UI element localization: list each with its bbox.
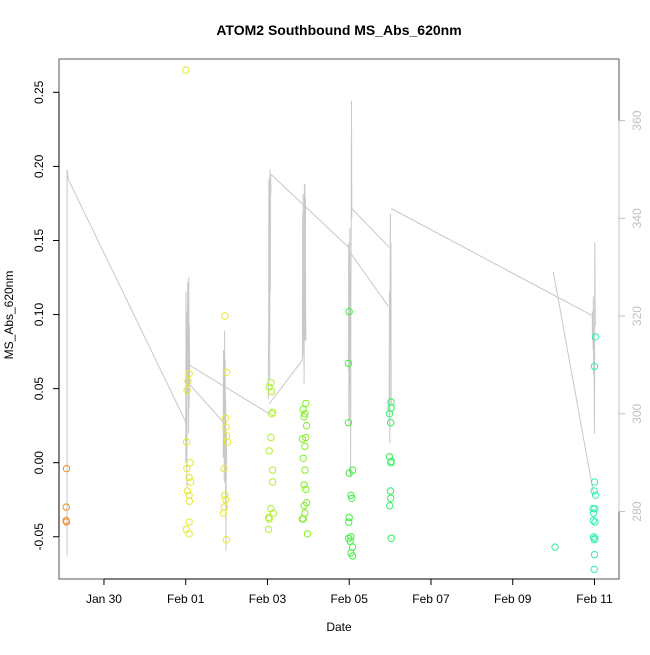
x-tick-label: Feb 01 xyxy=(167,592,205,606)
x-axis-label: Date xyxy=(326,620,352,634)
x-tick-label: Feb 09 xyxy=(494,592,532,606)
x-tick-label: Feb 11 xyxy=(576,592,613,606)
y2-tick-label: 340 xyxy=(630,208,644,228)
x-tick-label: Feb 03 xyxy=(249,592,287,606)
x-tick-label: Feb 07 xyxy=(412,592,450,606)
x-tick-label: Jan 30 xyxy=(86,592,122,606)
x-tick-label: Feb 05 xyxy=(331,592,369,606)
y-tick-label: -0.05 xyxy=(32,523,46,551)
y-tick-label: 0.20 xyxy=(32,154,46,178)
y2-tick-label: 280 xyxy=(630,501,644,521)
y-tick-label: 0.00 xyxy=(32,451,46,475)
y2-tick-label: 360 xyxy=(630,110,644,130)
y2-tick-label: 300 xyxy=(630,403,644,423)
y-tick-label: 0.25 xyxy=(32,80,46,104)
y-axis-label: MS_Abs_620nm xyxy=(2,271,16,360)
y2-tick-label: 320 xyxy=(630,306,644,326)
y-tick-label: 0.10 xyxy=(32,303,46,327)
chart-title: ATOM2 Southbound MS_Abs_620nm xyxy=(216,22,461,38)
y-tick-label: 0.05 xyxy=(32,377,46,401)
y-tick-label: 0.15 xyxy=(32,228,46,252)
